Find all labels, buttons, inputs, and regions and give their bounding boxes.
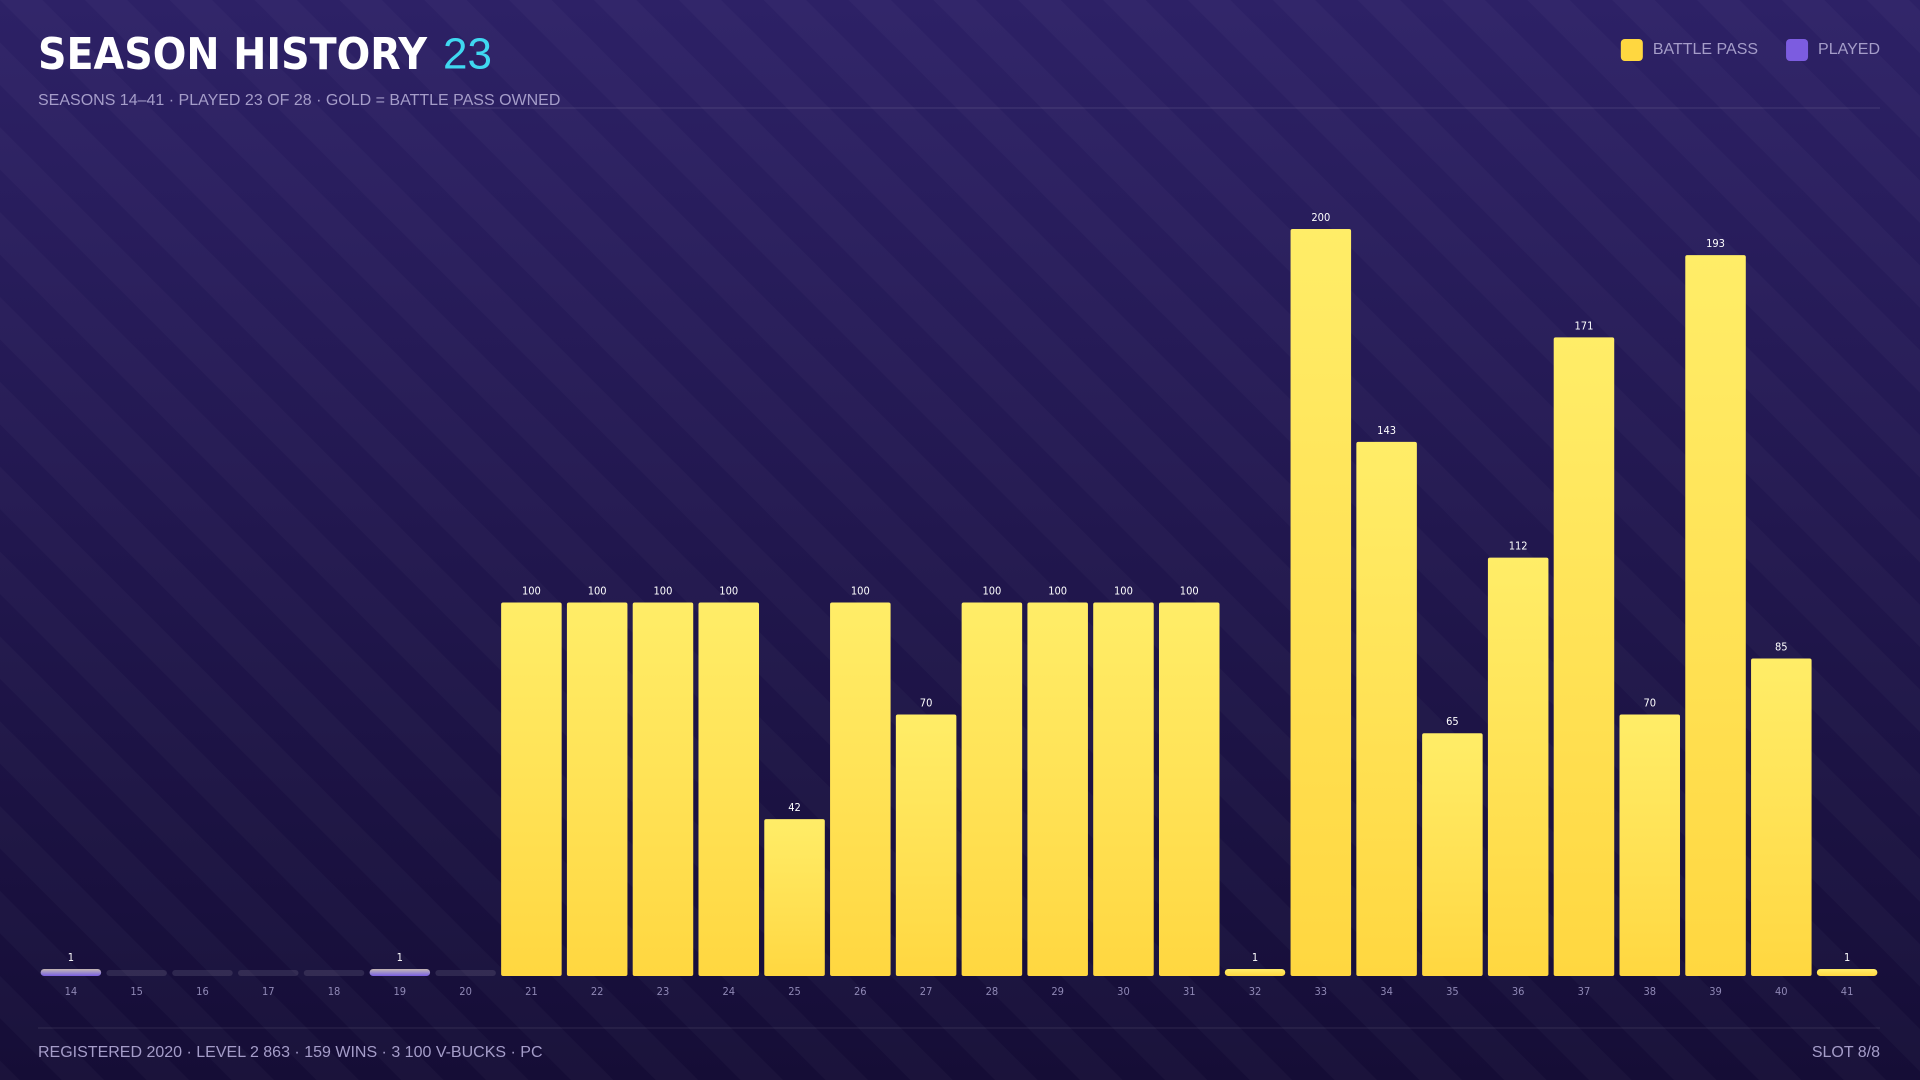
x-tick-label: 34 (1380, 985, 1393, 998)
x-tick-label: 27 (920, 985, 933, 998)
x-tick-label: 35 (1446, 985, 1459, 998)
value-label: 143 (1377, 424, 1396, 437)
x-tick-label: 14 (65, 985, 78, 998)
bar (1816, 969, 1878, 976)
title-count: 23 (443, 30, 492, 79)
x-tick-label: 40 (1775, 985, 1788, 998)
value-label: 100 (654, 585, 673, 598)
value-label: 100 (1048, 585, 1067, 598)
value-label: 65 (1446, 715, 1459, 728)
legend-swatch (1620, 39, 1643, 61)
x-tick-label: 26 (854, 985, 867, 998)
value-label: 70 (920, 697, 933, 710)
bar (1487, 557, 1549, 976)
subtitle: SEASONS 14–41 · PLAYED 23 OF 28 · GOLD =… (38, 92, 560, 109)
bar (1158, 602, 1220, 976)
x-tick-label: 17 (262, 985, 275, 998)
bar (1027, 602, 1088, 976)
bar (698, 602, 760, 976)
x-tick-label: 16 (196, 985, 209, 998)
x-tick-label: 31 (1183, 985, 1196, 998)
x-tick-label: 33 (1315, 985, 1328, 998)
unplayed-stub (237, 970, 299, 976)
unplayed-stub (106, 970, 167, 976)
x-tick-label: 36 (1512, 985, 1525, 998)
bar (1356, 441, 1417, 976)
x-tick-label: 41 (1841, 985, 1854, 998)
legend-swatch (1786, 39, 1809, 61)
x-tick-label: 30 (1117, 985, 1130, 998)
value-label: 100 (719, 585, 738, 598)
value-label: 100 (982, 585, 1001, 598)
x-tick-label: 24 (722, 985, 735, 998)
slot: SLOT 8/8 (1812, 1044, 1880, 1061)
legend-label: BATTLE PASS (1653, 41, 1758, 58)
value-label: 100 (1180, 585, 1199, 598)
value-label: 1 (1252, 951, 1258, 964)
x-tick-label: 39 (1709, 985, 1722, 998)
value-label: 85 (1775, 641, 1788, 654)
bar (764, 819, 825, 976)
title: SEASON HISTORY (38, 29, 428, 80)
value-label: 70 (1643, 697, 1656, 710)
x-tick-label: 38 (1643, 985, 1656, 998)
value-label: 1 (397, 951, 403, 964)
value-label: 42 (788, 801, 801, 814)
bar (1422, 733, 1483, 976)
bar (1685, 255, 1746, 976)
bar (40, 969, 102, 976)
unplayed-stub (172, 970, 233, 976)
unplayed-stub (303, 970, 365, 976)
footer: REGISTERED 2020 · LEVEL 2 863 · 159 WINS… (38, 1044, 543, 1061)
x-tick-label: 22 (591, 985, 604, 998)
bar (1290, 229, 1352, 976)
bar (1093, 602, 1154, 976)
x-tick-label: 28 (986, 985, 999, 998)
value-label: 112 (1509, 540, 1528, 553)
x-tick-label: 25 (788, 985, 801, 998)
bar (632, 602, 694, 976)
value-label: 100 (1114, 585, 1133, 598)
x-tick-label: 20 (459, 985, 472, 998)
bar (501, 602, 562, 976)
x-tick-label: 29 (1051, 985, 1064, 998)
bar (1553, 337, 1615, 976)
bar (830, 602, 891, 976)
bar (1619, 714, 1681, 976)
x-tick-label: 18 (328, 985, 341, 998)
value-label: 200 (1311, 211, 1330, 224)
bar (1224, 969, 1286, 976)
value-label: 100 (588, 585, 607, 598)
value-label: 193 (1706, 237, 1725, 250)
legend-label: PLAYED (1818, 41, 1880, 58)
x-tick-label: 32 (1249, 985, 1262, 998)
bar (566, 602, 628, 976)
bar (895, 714, 957, 976)
bar (961, 602, 1023, 976)
value-label: 100 (851, 585, 870, 598)
value-label: 1 (68, 951, 74, 964)
value-label: 100 (522, 585, 541, 598)
x-tick-label: 19 (394, 985, 407, 998)
x-tick-label: 37 (1578, 985, 1591, 998)
x-tick-label: 21 (525, 985, 538, 998)
x-tick-label: 23 (657, 985, 670, 998)
value-label: 1 (1844, 951, 1850, 964)
value-label: 171 (1575, 319, 1594, 332)
unplayed-stub (435, 970, 496, 976)
x-tick-label: 15 (130, 985, 143, 998)
bar (369, 969, 431, 976)
bar (1751, 658, 1812, 976)
